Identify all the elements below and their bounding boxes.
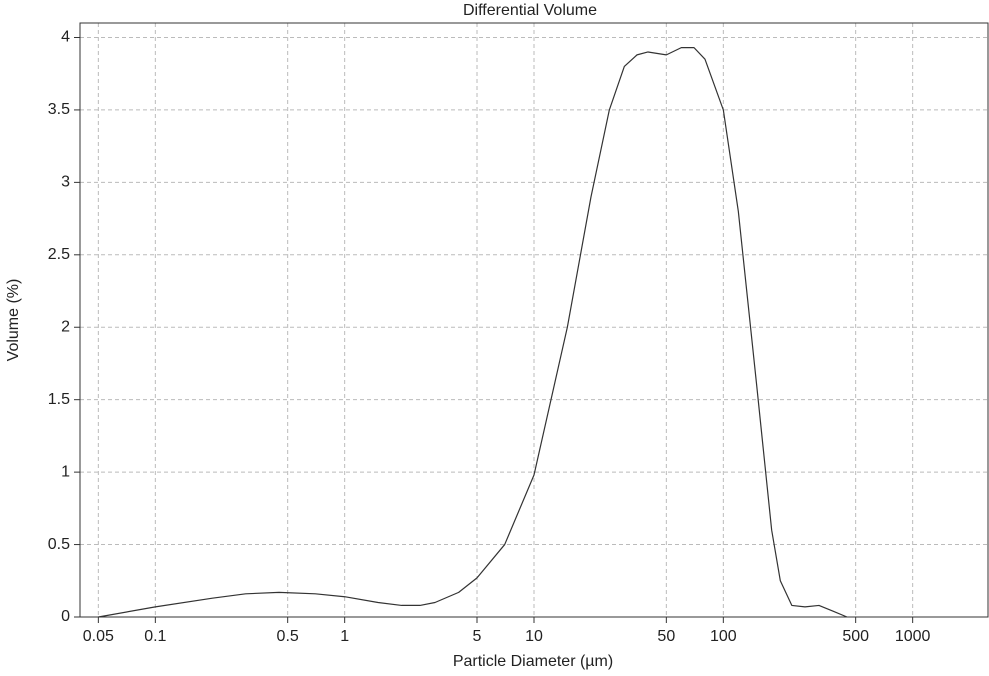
- y-tick-label: 1.5: [48, 391, 70, 408]
- y-tick-label: 0: [61, 608, 70, 625]
- x-tick-label: 1000: [895, 628, 931, 645]
- x-tick-label: 5: [473, 628, 482, 645]
- x-tick-label: 0.5: [277, 628, 299, 645]
- chart-title: Differential Volume: [463, 2, 597, 19]
- x-tick-label: 0.1: [144, 628, 166, 645]
- y-tick-label: 3: [61, 174, 70, 191]
- data-line: [98, 47, 848, 618]
- x-tick-label: 0.05: [83, 628, 114, 645]
- x-tick-label: 10: [525, 628, 543, 645]
- y-tick-label: 3.5: [48, 101, 70, 118]
- x-tick-label: 100: [710, 628, 737, 645]
- plot-frame: [79, 22, 989, 618]
- y-tick-label: 1: [61, 463, 70, 480]
- y-tick-label: 2.5: [48, 246, 70, 263]
- y-tick-label: 2: [61, 318, 70, 335]
- x-tick-label: 500: [842, 628, 869, 645]
- x-tick-label: 1: [340, 628, 349, 645]
- y-axis-label: Volume (%): [5, 279, 22, 362]
- x-axis-label: Particle Diameter (µm): [453, 653, 613, 670]
- x-tick-label: 50: [657, 628, 675, 645]
- y-tick-label: 4: [61, 29, 70, 46]
- y-tick-label: 0.5: [48, 536, 70, 553]
